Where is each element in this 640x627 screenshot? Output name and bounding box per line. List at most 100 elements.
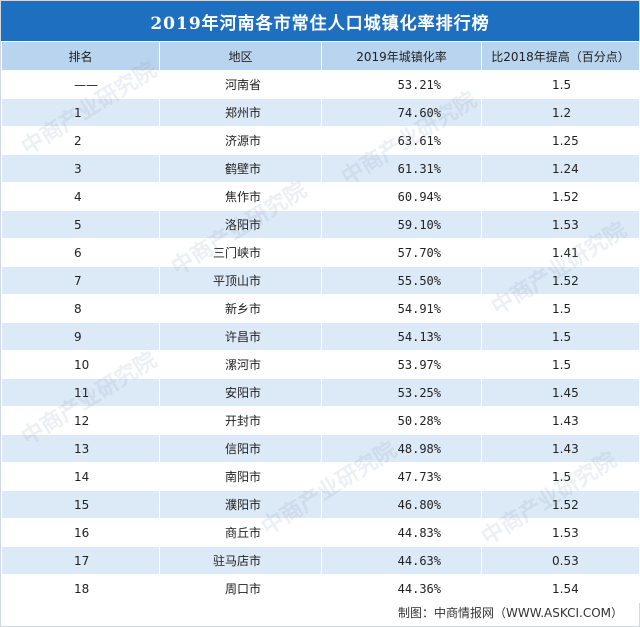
source-credit: 制图：中商情报网（WWW.ASKCI.COM）	[1, 599, 639, 626]
region-cell: 安阳市	[159, 378, 322, 407]
rate-cell: 74.60%	[321, 98, 482, 127]
rank-cell: 14	[1, 462, 160, 491]
table-row: 15 濮阳市 46.80% 1.52	[1, 490, 640, 519]
table-row: 10 漯河市 53.97% 1.5	[1, 350, 640, 379]
rank-cell: 9	[1, 322, 160, 351]
header-rate: 2019年城镇化率	[321, 41, 482, 71]
region-cell: 南阳市	[159, 462, 322, 491]
region-cell: 郑州市	[159, 98, 322, 127]
table-row: 6 三门峡市 57.70% 1.41	[1, 238, 640, 267]
region-cell: 许昌市	[159, 322, 322, 351]
table-row: 2 济源市 63.61% 1.25	[1, 126, 640, 155]
ranking-table: 排名 地区 2019年城镇化率 比2018年提高（百分点） —— 河南省 53.21…	[1, 41, 640, 603]
table-row: 16 商丘市 44.83% 1.53	[1, 518, 640, 547]
rise-cell: 1.45	[481, 378, 640, 407]
table-row: —— 河南省 53.21% 1.5	[1, 70, 640, 99]
rank-cell: 13	[1, 434, 160, 463]
rise-cell: 1.5	[481, 294, 640, 323]
rise-cell: 1.2	[481, 98, 640, 127]
rate-cell: 50.28%	[321, 406, 482, 435]
rise-cell: 1.24	[481, 154, 640, 183]
rank-cell: 6	[1, 238, 160, 267]
region-cell: 鹤壁市	[159, 154, 322, 183]
region-cell: 驻马店市	[159, 546, 322, 575]
rise-cell: 0.53	[481, 546, 640, 575]
region-cell: 新乡市	[159, 294, 322, 323]
rank-cell: 11	[1, 378, 160, 407]
rate-cell: 53.21%	[321, 70, 482, 99]
rate-cell: 44.63%	[321, 546, 482, 575]
rank-cell: 18	[1, 574, 160, 603]
region-cell: 濮阳市	[159, 490, 322, 519]
table-row: 7 平顶山市 55.50% 1.52	[1, 266, 640, 295]
rise-cell: 1.53	[481, 518, 640, 547]
table-row: 4 焦作市 60.94% 1.52	[1, 182, 640, 211]
rise-cell: 1.5	[481, 462, 640, 491]
rise-cell: 1.5	[481, 322, 640, 351]
rate-cell: 47.73%	[321, 462, 482, 491]
rank-cell: 8	[1, 294, 160, 323]
rise-cell: 1.5	[481, 350, 640, 379]
region-cell: 开封市	[159, 406, 322, 435]
rise-cell: 1.43	[481, 406, 640, 435]
table-row: 13 信阳市 48.98% 1.43	[1, 434, 640, 463]
rank-cell: 5	[1, 210, 160, 239]
table-row: 9 许昌市 54.13% 1.5	[1, 322, 640, 351]
rate-cell: 54.13%	[321, 322, 482, 351]
table-title: 2019年河南各市常住人口城镇化率排行榜	[1, 1, 639, 41]
header-rank: 排名	[1, 41, 160, 71]
rank-cell: 7	[1, 266, 160, 295]
header-row: 排名 地区 2019年城镇化率 比2018年提高（百分点）	[1, 41, 640, 71]
table-row: 1 郑州市 74.60% 1.2	[1, 98, 640, 127]
region-cell: 商丘市	[159, 518, 322, 547]
region-cell: 洛阳市	[159, 210, 322, 239]
rise-cell: 1.53	[481, 210, 640, 239]
region-cell: 焦作市	[159, 182, 322, 211]
table-row: 14 南阳市 47.73% 1.5	[1, 462, 640, 491]
rise-cell: 1.52	[481, 182, 640, 211]
table-row: 18 周口市 44.36% 1.54	[1, 574, 640, 603]
rate-cell: 53.97%	[321, 350, 482, 379]
rate-cell: 53.25%	[321, 378, 482, 407]
rate-cell: 57.70%	[321, 238, 482, 267]
rank-cell: 4	[1, 182, 160, 211]
rank-cell: ——	[1, 70, 160, 99]
table-row: 12 开封市 50.28% 1.43	[1, 406, 640, 435]
region-cell: 信阳市	[159, 434, 322, 463]
rank-cell: 12	[1, 406, 160, 435]
rate-cell: 61.31%	[321, 154, 482, 183]
region-cell: 平顶山市	[159, 266, 322, 295]
rise-cell: 1.54	[481, 574, 640, 603]
table-row: 8 新乡市 54.91% 1.5	[1, 294, 640, 323]
rate-cell: 55.50%	[321, 266, 482, 295]
rise-cell: 1.52	[481, 266, 640, 295]
table-row: 5 洛阳市 59.10% 1.53	[1, 210, 640, 239]
rate-cell: 46.80%	[321, 490, 482, 519]
rate-cell: 59.10%	[321, 210, 482, 239]
rank-cell: 3	[1, 154, 160, 183]
rate-cell: 60.94%	[321, 182, 482, 211]
rise-cell: 1.41	[481, 238, 640, 267]
rank-cell: 1	[1, 98, 160, 127]
region-cell: 漯河市	[159, 350, 322, 379]
header-rise: 比2018年提高（百分点）	[481, 41, 640, 71]
rise-cell: 1.25	[481, 126, 640, 155]
table-row: 11 安阳市 53.25% 1.45	[1, 378, 640, 407]
region-cell: 济源市	[159, 126, 322, 155]
rise-cell: 1.5	[481, 70, 640, 99]
rank-cell: 16	[1, 518, 160, 547]
region-cell: 三门峡市	[159, 238, 322, 267]
rise-cell: 1.43	[481, 434, 640, 463]
rate-cell: 54.91%	[321, 294, 482, 323]
region-cell: 河南省	[159, 70, 322, 99]
rate-cell: 63.61%	[321, 126, 482, 155]
table-row: 3 鹤壁市 61.31% 1.24	[1, 154, 640, 183]
rank-cell: 15	[1, 490, 160, 519]
rate-cell: 48.98%	[321, 434, 482, 463]
table-row: 17 驻马店市 44.63% 0.53	[1, 546, 640, 575]
header-region: 地区	[159, 41, 322, 71]
rise-cell: 1.52	[481, 490, 640, 519]
rate-cell: 44.83%	[321, 518, 482, 547]
rank-cell: 2	[1, 126, 160, 155]
